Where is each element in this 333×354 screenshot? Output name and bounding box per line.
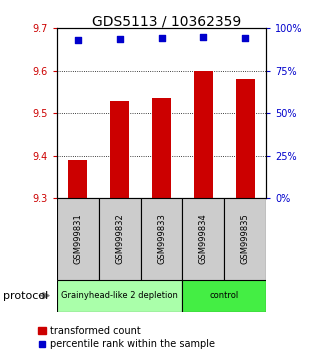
Text: GSM999832: GSM999832 — [115, 213, 124, 264]
Bar — [141, 198, 182, 280]
Bar — [224, 198, 266, 280]
Bar — [236, 79, 255, 198]
Bar — [68, 160, 87, 198]
Bar — [182, 280, 266, 312]
Bar — [99, 198, 141, 280]
Text: GSM999835: GSM999835 — [241, 213, 250, 264]
Text: GSM999834: GSM999834 — [199, 213, 208, 264]
Point — [117, 36, 122, 41]
Bar — [194, 71, 213, 198]
Bar — [152, 98, 171, 198]
Bar — [57, 280, 182, 312]
Point — [159, 35, 164, 40]
Text: GDS5113 / 10362359: GDS5113 / 10362359 — [92, 14, 241, 28]
Text: control: control — [210, 291, 239, 300]
Point — [75, 38, 80, 43]
Text: Grainyhead-like 2 depletion: Grainyhead-like 2 depletion — [61, 291, 178, 300]
Text: GSM999831: GSM999831 — [73, 213, 82, 264]
Point — [201, 34, 206, 40]
Point — [243, 35, 248, 40]
Bar — [57, 198, 99, 280]
Legend: transformed count, percentile rank within the sample: transformed count, percentile rank withi… — [38, 326, 215, 349]
Text: protocol: protocol — [3, 291, 49, 301]
Text: GSM999833: GSM999833 — [157, 213, 166, 264]
Bar — [110, 101, 129, 198]
Bar — [182, 198, 224, 280]
